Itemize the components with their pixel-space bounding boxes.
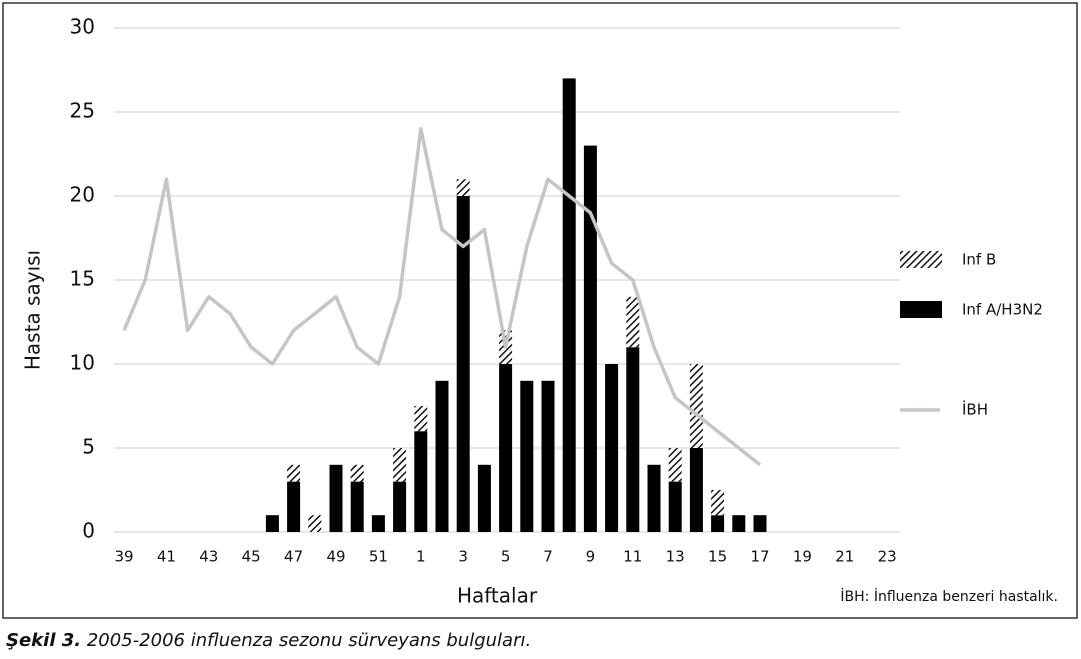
legend-label: İBH <box>962 400 988 419</box>
x-tick-label: 11 <box>623 548 642 566</box>
bar <box>732 515 746 532</box>
y-tick-label: 30 <box>70 15 95 39</box>
x-tick-label: 45 <box>242 548 261 566</box>
bar <box>414 406 428 432</box>
bar <box>456 179 470 196</box>
bar <box>265 515 279 532</box>
bar <box>626 296 640 348</box>
bar <box>626 347 640 532</box>
x-tick-label: 41 <box>157 548 176 566</box>
bar <box>414 431 428 532</box>
bar <box>287 481 301 532</box>
bar <box>583 145 597 532</box>
x-tick-label: 23 <box>878 548 897 566</box>
bar <box>350 481 364 532</box>
x-tick-label: 49 <box>326 548 345 566</box>
bar <box>329 464 343 532</box>
legend-label: Inf A/H3N2 <box>962 301 1043 319</box>
x-tick-label: 5 <box>501 548 511 566</box>
bar <box>350 464 364 482</box>
annotation: İBH: İnfluenza benzeri hastalık. <box>840 587 1058 605</box>
x-tick-label: 1 <box>416 548 426 566</box>
bar <box>435 380 449 532</box>
bar <box>647 464 661 532</box>
bar <box>308 515 322 532</box>
bar <box>753 515 767 532</box>
frame <box>2 2 1078 619</box>
x-tick-label: 21 <box>835 548 854 566</box>
x-tick-label: 43 <box>199 548 218 566</box>
x-tick-label: 3 <box>458 548 468 566</box>
bar <box>541 380 555 532</box>
bar <box>605 364 619 532</box>
caption-label: Şekil 3. <box>6 630 81 651</box>
y-tick-label: 5 <box>82 435 95 459</box>
bar <box>520 380 534 532</box>
bar <box>287 464 301 482</box>
bar <box>477 464 491 532</box>
y-tick-label: 0 <box>82 519 95 543</box>
bar <box>393 448 407 482</box>
x-tick-label: 17 <box>750 548 769 566</box>
x-tick-label: 51 <box>369 548 388 566</box>
caption: Şekil 3. 2005-2006 influenza sezonu sürv… <box>6 630 531 651</box>
x-tick-label: 13 <box>666 548 685 566</box>
x-tick-label: 9 <box>586 548 596 566</box>
bar <box>689 448 703 532</box>
bar <box>668 448 682 482</box>
bar <box>711 515 725 532</box>
legend-label: Inf B <box>962 251 996 269</box>
legend-swatch <box>900 251 942 268</box>
bar <box>562 78 576 533</box>
x-tick-label: 15 <box>708 548 727 566</box>
bar <box>668 481 682 532</box>
x-axis-label: Haftalar <box>457 584 538 608</box>
y-tick-label: 20 <box>70 183 95 207</box>
legend-swatch <box>900 301 942 318</box>
bar <box>456 196 470 532</box>
caption-text: 2005-2006 influenza sezonu sürveyans bul… <box>87 630 531 651</box>
bar <box>499 364 513 532</box>
x-tick-label: 19 <box>793 548 812 566</box>
x-tick-label: 39 <box>114 548 133 566</box>
x-tick-label: 47 <box>284 548 303 566</box>
bar <box>689 364 703 448</box>
y-tick-label: 15 <box>70 267 95 291</box>
y-axis-label: Hasta sayısı <box>21 250 45 370</box>
bar <box>393 481 407 532</box>
bar <box>371 515 385 532</box>
x-tick-label: 7 <box>543 548 553 566</box>
y-tick-label: 10 <box>70 351 95 375</box>
y-tick-label: 25 <box>70 99 95 123</box>
bar <box>711 490 725 516</box>
line <box>122 127 762 467</box>
